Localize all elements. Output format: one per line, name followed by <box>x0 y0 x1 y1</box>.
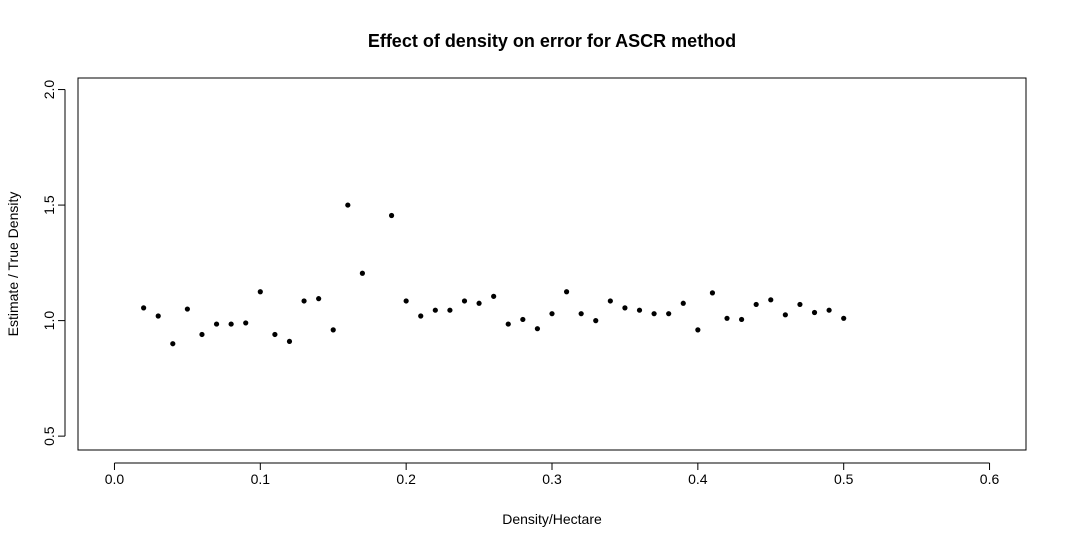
x-tick-label: 0.0 <box>105 471 125 487</box>
data-point <box>607 298 613 304</box>
data-point <box>709 290 716 296</box>
data-point <box>272 331 278 338</box>
chart-title: Effect of density on error for ASCR meth… <box>368 31 736 51</box>
data-point <box>578 311 584 317</box>
y-axis: 0.5 1.0 1.5 2.0 <box>41 80 66 446</box>
x-tick-label: 0.3 <box>542 471 562 487</box>
data-point <box>432 307 438 313</box>
x-axis: 0.0 0.1 0.2 0.3 0.4 0.5 0.6 <box>105 462 1000 487</box>
data-point <box>461 298 468 304</box>
data-point <box>491 293 497 299</box>
y-tick-label: 1.5 <box>41 195 57 215</box>
data-point <box>155 313 161 319</box>
data-point <box>753 301 759 308</box>
data-point <box>811 309 818 316</box>
data-point <box>257 289 263 295</box>
x-tick-label: 0.2 <box>396 471 416 487</box>
x-tick-label: 0.5 <box>834 471 854 487</box>
data-point <box>301 298 307 304</box>
x-tick-label: 0.6 <box>980 471 1000 487</box>
data-point <box>388 212 395 219</box>
data-point <box>636 307 643 313</box>
data-point <box>841 315 847 321</box>
data-point <box>724 315 730 321</box>
data-point <box>316 296 322 302</box>
data-point <box>534 326 541 332</box>
data-point <box>170 341 176 347</box>
data-point <box>505 321 511 327</box>
data-point <box>739 316 745 323</box>
data-point <box>622 305 628 311</box>
data-point <box>695 327 701 333</box>
data-point <box>476 300 482 306</box>
data-point <box>418 313 424 319</box>
data-point <box>520 316 526 323</box>
data-point <box>359 270 365 276</box>
data-point <box>549 311 555 317</box>
data-point <box>447 307 453 313</box>
data-point <box>680 300 686 306</box>
data-point <box>666 311 672 317</box>
data-point <box>593 318 599 324</box>
data-point <box>228 321 234 327</box>
data-point <box>330 327 336 333</box>
y-tick-label: 0.5 <box>41 426 57 446</box>
data-point <box>782 312 788 318</box>
x-tick-label: 0.1 <box>251 471 271 487</box>
data-point <box>768 297 774 303</box>
x-axis-label: Density/Hectare <box>502 511 602 527</box>
data-point <box>797 301 803 308</box>
data-point <box>651 311 657 317</box>
data-points <box>141 202 847 347</box>
y-tick-label: 1.0 <box>41 311 57 331</box>
x-tick-label: 0.4 <box>688 471 708 487</box>
data-point <box>184 306 190 312</box>
data-point <box>345 202 351 208</box>
y-axis-label: Estimate / True Density <box>5 192 21 337</box>
data-point <box>213 321 220 327</box>
data-point <box>286 338 293 345</box>
data-point <box>563 289 570 295</box>
data-point <box>141 305 147 311</box>
data-point <box>243 320 249 326</box>
data-point <box>199 331 205 338</box>
y-tick-label: 2.0 <box>41 80 57 100</box>
data-point <box>403 298 409 304</box>
data-point <box>826 307 832 313</box>
plot-frame <box>77 77 1027 451</box>
